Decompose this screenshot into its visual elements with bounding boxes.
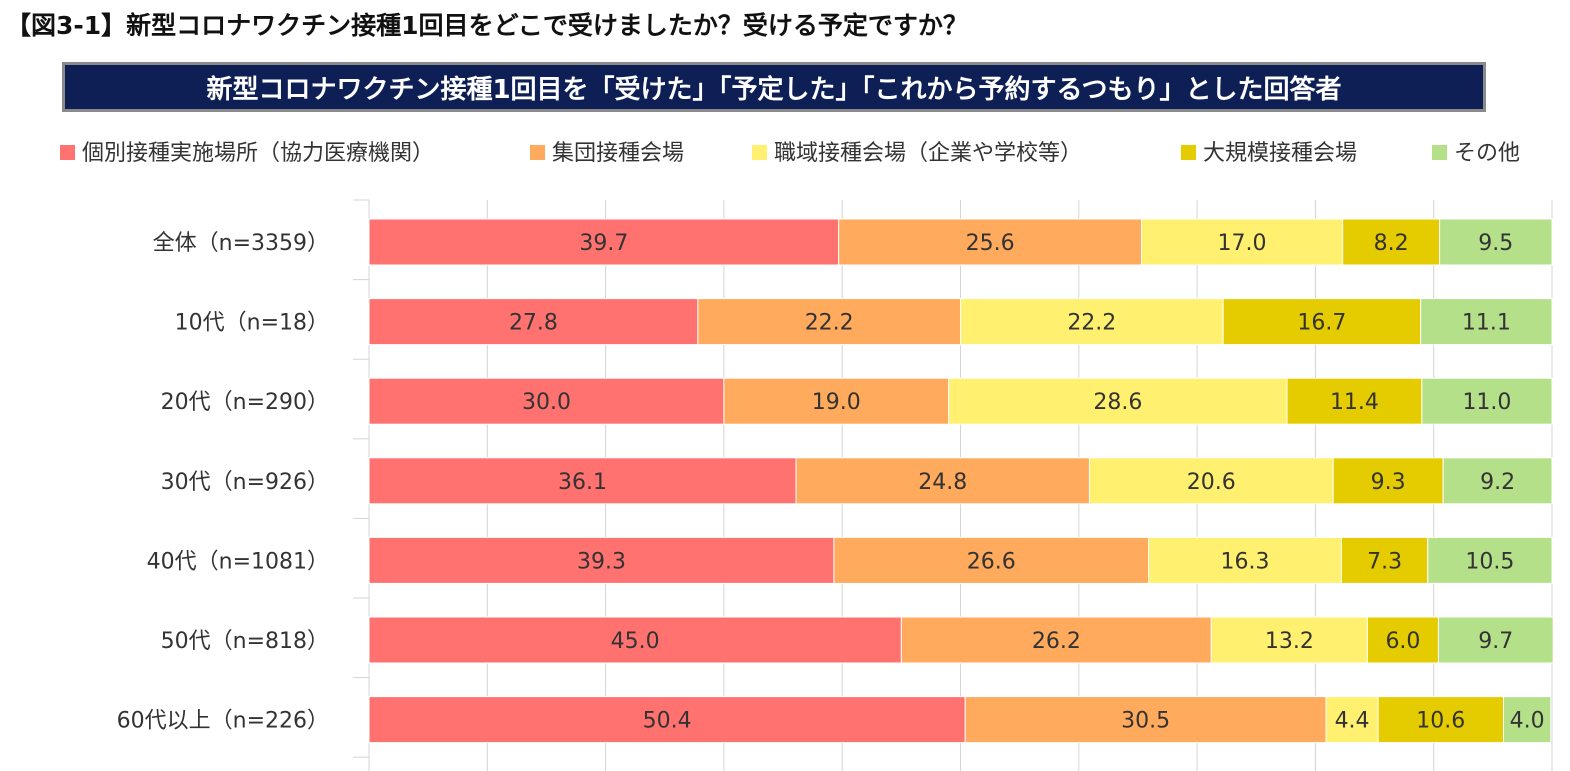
bar-r6-s1 <box>964 696 1327 744</box>
value-label-r2-s3: 11.4 <box>1330 390 1379 415</box>
value-label-r4-s4: 10.5 <box>1465 549 1514 574</box>
category-label-3: 30代（n=926） <box>161 470 329 495</box>
value-label-r2-s0: 30.0 <box>522 390 571 415</box>
value-label-r4-s1: 26.6 <box>967 549 1016 574</box>
value-label-r2-s1: 19.0 <box>812 390 861 415</box>
bar-r2-s4 <box>1421 377 1553 425</box>
bar-r0-s0 <box>368 218 840 266</box>
value-label-r5-s4: 9.7 <box>1478 629 1513 654</box>
value-label-r5-s3: 6.0 <box>1385 629 1420 654</box>
category-labels: 全体（n=3359） 10代（n=18） 20代（n=290） 30代（n=926） 4… <box>117 231 329 734</box>
bar-r5-s0 <box>368 616 902 664</box>
value-label-r3-s2: 20.6 <box>1187 470 1236 495</box>
legend-swatch-2 <box>752 145 767 160</box>
value-label-r6-s3: 10.6 <box>1416 709 1465 734</box>
bar-r5-s4 <box>1437 616 1554 664</box>
bar-r3-s1 <box>795 457 1090 505</box>
bar-r0-s1 <box>838 218 1142 266</box>
value-label-r6-s1: 30.5 <box>1121 709 1170 734</box>
value-label-r5-s2: 13.2 <box>1265 629 1314 654</box>
bar-r2-s0 <box>368 377 725 425</box>
bar-r4-s2 <box>1148 536 1342 584</box>
legend-swatch-1 <box>530 145 545 160</box>
value-label-r2-s4: 11.0 <box>1462 390 1511 415</box>
value-label-r5-s0: 45.0 <box>611 629 660 654</box>
legend: 個別接種実施場所（協力医療機関） 集団接種会場 職域接種会場（企業や学校等） 大規模接… <box>60 141 1520 166</box>
bar-r1-s4 <box>1420 298 1553 346</box>
bar-r6-s2 <box>1325 696 1379 744</box>
category-label-4: 40代（n=1081） <box>147 549 329 574</box>
bar-r3-s2 <box>1088 457 1334 505</box>
subtitle-banner: 新型コロナワクチン接種1回目を「受けた」「予定した」「これから予約するつもり」と… <box>62 62 1486 112</box>
category-label-6: 60代以上（n=226） <box>117 709 329 734</box>
value-label-r2-s2: 28.6 <box>1093 390 1142 415</box>
bar-r3-s4 <box>1442 457 1553 505</box>
value-label-r1-s3: 16.7 <box>1297 311 1346 336</box>
legend-label-0: 個別接種実施場所（協力医療機関） <box>82 141 434 166</box>
bar-r0-s2 <box>1140 218 1344 266</box>
value-label-r0-s3: 8.2 <box>1374 231 1409 256</box>
bar-r1-s3 <box>1222 298 1422 346</box>
value-label-r1-s2: 22.2 <box>1067 311 1116 336</box>
value-label-r6-s2: 4.4 <box>1335 709 1370 734</box>
category-label-0: 全体（n=3359） <box>153 231 329 256</box>
legend-label-1: 集団接種会場 <box>552 141 684 166</box>
value-label-r4-s2: 16.3 <box>1221 549 1270 574</box>
bar-r4-s1 <box>833 536 1150 584</box>
bars: 39.7 25.6 17.0 8.2 9.5 27.8 22.2 22.2 16.7 11.1 30… <box>368 218 1554 744</box>
value-label-r5-s1: 26.2 <box>1032 629 1081 654</box>
value-label-r1-s4: 11.1 <box>1462 311 1511 336</box>
value-label-r6-s0: 50.4 <box>643 709 692 734</box>
bar-r1-s2 <box>960 298 1224 346</box>
value-label-r3-s1: 24.8 <box>918 470 967 495</box>
legend-swatch-4 <box>1432 145 1447 160</box>
bar-r2-s1 <box>723 377 950 425</box>
category-label-2: 20代（n=290） <box>161 390 329 415</box>
value-label-r1-s0: 27.8 <box>509 311 558 336</box>
bar-r3-s0 <box>368 457 797 505</box>
bar-r1-s0 <box>368 298 699 346</box>
value-label-r0-s1: 25.6 <box>966 231 1015 256</box>
value-label-r6-s4: 4.0 <box>1510 709 1545 734</box>
value-label-r0-s0: 39.7 <box>579 231 628 256</box>
category-label-5: 50代（n=818） <box>161 629 329 654</box>
category-label-1: 10代（n=18） <box>175 311 329 336</box>
bar-r5-s2 <box>1210 616 1368 664</box>
value-label-r4-s3: 7.3 <box>1367 549 1402 574</box>
legend-label-4: その他 <box>1454 141 1520 166</box>
value-label-r3-s0: 36.1 <box>558 470 607 495</box>
bar-r1-s1 <box>697 298 962 346</box>
value-label-r0-s4: 9.5 <box>1478 231 1513 256</box>
bar-r2-s3 <box>1286 377 1423 425</box>
legend-label-3: 大規模接種会場 <box>1203 141 1357 166</box>
bar-r6-s0 <box>368 696 966 744</box>
value-label-r3-s3: 9.3 <box>1371 470 1406 495</box>
value-label-r0-s2: 17.0 <box>1218 231 1267 256</box>
bar-r2-s2 <box>948 377 1288 425</box>
value-label-r1-s1: 22.2 <box>805 311 854 336</box>
legend-label-2: 職域接種会場（企業や学校等） <box>774 141 1082 166</box>
value-label-r4-s0: 39.3 <box>577 549 626 574</box>
bar-r5-s3 <box>1366 616 1439 664</box>
figure-title: 【図3-1】新型コロナワクチン接種1回目をどこで受けましたか？受ける予定ですか？ <box>6 11 968 40</box>
bar-r5-s1 <box>900 616 1212 664</box>
value-label-r3-s4: 9.2 <box>1480 470 1515 495</box>
bar-r0-s4 <box>1439 218 1553 266</box>
bar-r4-s4 <box>1427 536 1553 584</box>
bar-r6-s4 <box>1502 696 1552 744</box>
bar-r6-s3 <box>1377 696 1504 744</box>
legend-swatch-3 <box>1181 145 1196 160</box>
subtitle-text: 新型コロナワクチン接種1回目を「受けた」「予定した」「これから予約するつもり」と… <box>206 74 1342 105</box>
legend-swatch-0 <box>60 145 75 160</box>
